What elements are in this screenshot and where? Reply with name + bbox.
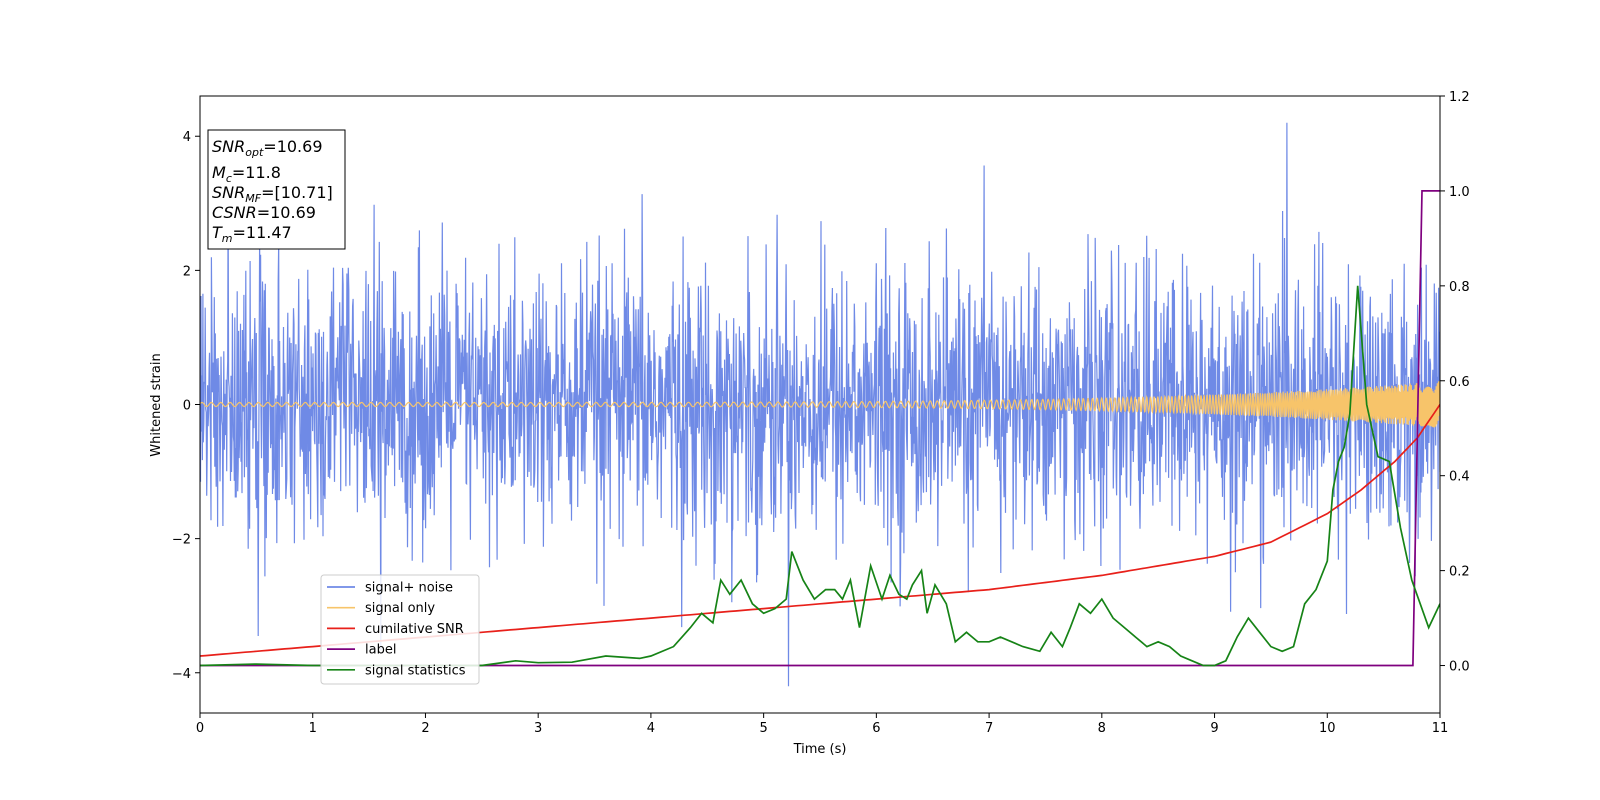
- x-tick-label: 7: [985, 721, 993, 736]
- annotation-line: SNRMF=[10.71]: [212, 183, 333, 205]
- x-tick-label: 0: [196, 721, 204, 736]
- y-axis-label: Whitened strain: [149, 353, 164, 456]
- annotation-subscript: opt: [245, 146, 264, 159]
- legend: signal+ noise signal only cumilative SNR la…: [320, 574, 480, 685]
- annotation-frame: [207, 129, 346, 250]
- x-tick-label: 6: [872, 721, 880, 736]
- x-tick-label: 5: [759, 721, 767, 736]
- right-y-tick-label: 0.6: [1449, 375, 1470, 390]
- annotation-symbol: CSNR: [212, 203, 257, 222]
- x-tick-label: 8: [1098, 721, 1106, 736]
- x-tick-label: 11: [1432, 721, 1449, 736]
- annotation-value: =10.69: [257, 203, 316, 222]
- legend-label: cumilative SNR: [365, 622, 464, 637]
- annotation-value: =[10.71]: [261, 183, 333, 202]
- legend-label: label: [365, 643, 396, 658]
- series-label-line: [200, 190, 1440, 667]
- legend-frame: [320, 574, 480, 685]
- annotation-symbol: T: [212, 223, 223, 242]
- left-y-axis: −4 −2 0 2 4: [172, 130, 200, 682]
- legend-label: signal+ noise: [365, 581, 453, 596]
- annotation-subscript: c: [226, 172, 232, 185]
- annotation-line: Tm=11.47: [212, 223, 292, 245]
- right-y-tick-label: 0.0: [1449, 660, 1470, 675]
- annotation-subscript: MF: [245, 192, 261, 205]
- right-y-tick-label: 1.2: [1449, 90, 1470, 105]
- series-signal-noise-line: [200, 122, 1440, 687]
- annotation-subscript: m: [222, 232, 233, 245]
- annotation-line: CSNR=10.69: [212, 203, 316, 222]
- right-y-tick-label: 0.2: [1449, 565, 1470, 580]
- x-axis: 0 1 2 3 4 5 6 7 8 9 10 11: [196, 713, 1448, 736]
- legend-label: signal only: [365, 601, 435, 616]
- left-y-tick-label: 4: [183, 130, 191, 145]
- left-y-tick-label: 2: [183, 264, 191, 279]
- x-axis-label: Time (s): [793, 742, 847, 757]
- right-y-axis: 0.0 0.2 0.4 0.6 0.8 1.0 1.2: [1440, 90, 1470, 675]
- x-tick-label: 1: [309, 721, 317, 736]
- annotation-line: SNRopt=10.69: [212, 137, 323, 159]
- x-tick-label: 2: [421, 721, 429, 736]
- right-y-tick-label: 0.4: [1449, 470, 1470, 485]
- annotation-symbol: SNR: [212, 183, 245, 202]
- annotation-box: SNRopt=10.69Mc=11.8SNRMF=[10.71]CSNR=10.…: [207, 129, 346, 250]
- legend-label: signal statistics: [365, 663, 466, 678]
- right-y-tick-label: 0.8: [1449, 280, 1470, 295]
- x-tick-label: 9: [1210, 721, 1218, 736]
- left-y-tick-label: 0: [183, 399, 191, 414]
- x-tick-label: 4: [647, 721, 655, 736]
- annotation-symbol: SNR: [212, 137, 245, 156]
- x-tick-label: 3: [534, 721, 542, 736]
- annotation-value: =10.69: [263, 137, 322, 156]
- x-tick-label: 10: [1319, 721, 1336, 736]
- annotation-symbol: M: [212, 163, 226, 182]
- annotation-value: =11.8: [232, 163, 281, 182]
- series-signal-only-line: [200, 381, 1440, 428]
- right-y-tick-label: 1.0: [1449, 185, 1470, 200]
- annotation-line: Mc=11.8: [212, 163, 281, 185]
- series-signal-statistics-line: [200, 285, 1440, 667]
- left-y-tick-label: −2: [172, 533, 191, 548]
- annotation-value: =11.47: [233, 223, 292, 242]
- left-y-tick-label: −4: [172, 667, 191, 682]
